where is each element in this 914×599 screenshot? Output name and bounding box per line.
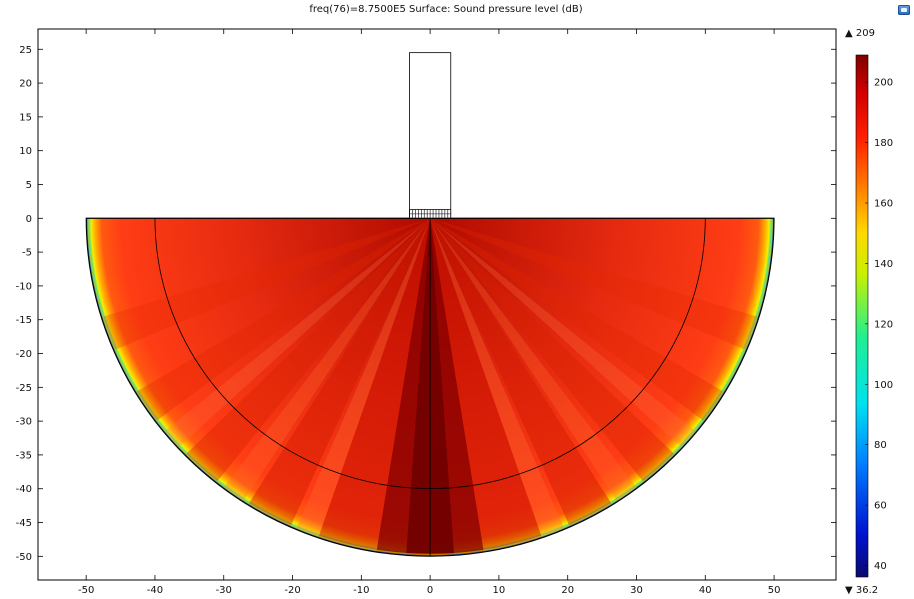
x-tick-label: 0	[427, 585, 433, 596]
x-tick-label: -10	[353, 585, 369, 596]
y-tick-label: 20	[19, 79, 32, 90]
colorbar-tick-label: 160	[874, 199, 893, 210]
y-tick-label: -20	[16, 349, 32, 360]
beam-lobe-3	[430, 218, 554, 557]
beam-lobe-18	[136, 218, 431, 471]
beam-lobe-8	[160, 218, 431, 510]
x-tick-label: 10	[493, 585, 506, 596]
y-tick-label: 10	[19, 146, 32, 157]
x-tick-label: 30	[630, 585, 643, 596]
geometry-outlines	[85, 52, 775, 557]
beam-lobe-5	[430, 218, 631, 557]
x-tick-label: 20	[561, 585, 574, 596]
colorbar: 40 60 80 100 120 140 160 180 200 ▲ 209 ▼ 36.2	[845, 28, 893, 596]
x-axis: -50 -40 -30 -20 -10 0 10 20 30 40 50	[78, 29, 780, 596]
y-tick-label: -35	[16, 450, 32, 461]
beam-lobe-11	[430, 218, 775, 364]
beam-lobe-9	[430, 218, 755, 443]
beam-lobe-4	[306, 218, 431, 557]
y-tick-label: 0	[26, 214, 32, 225]
beam-lobe-14	[282, 218, 431, 557]
y-tick-label: 15	[19, 112, 32, 123]
y-tick-label: -30	[16, 417, 32, 428]
colorbar-tick-label: 140	[874, 259, 893, 270]
chart-title: freq(76)=8.7500E5 Surface: Sound pressur…	[309, 4, 582, 15]
y-tick-label: -25	[16, 383, 32, 394]
colorbar-gradient	[855, 54, 869, 578]
colorbar-tick-label: 120	[874, 319, 893, 330]
window-icon[interactable]	[898, 5, 910, 15]
x-tick-label: 40	[699, 585, 712, 596]
y-tick-label: -15	[16, 315, 32, 326]
y-tick-label: 5	[26, 180, 32, 191]
x-tick-label: -40	[147, 585, 163, 596]
y-tick-label: -45	[16, 518, 32, 529]
colorbar-tick-label: 40	[874, 561, 887, 572]
beam-lobe-15	[430, 218, 658, 531]
x-tick-label: -50	[78, 585, 94, 596]
colorbar-tick-label: 100	[874, 380, 893, 391]
colorbar-tick-label: 200	[874, 78, 893, 89]
y-tick-label: -5	[22, 248, 32, 259]
beam-lobe-6	[229, 218, 431, 557]
beam-lobe-13	[430, 218, 578, 557]
y-tick-label: -10	[16, 281, 32, 292]
axes-frame	[37, 28, 837, 581]
beam-lobe-10	[105, 218, 431, 443]
beam-lobe-17	[430, 218, 724, 471]
colorbar-max-label: ▲ 209	[845, 28, 875, 39]
colorbar-tick-label: 180	[874, 138, 893, 149]
y-tick-label: 25	[19, 45, 32, 56]
colorbar-min-label: ▼ 36.2	[845, 585, 878, 596]
x-tick-label: -20	[284, 585, 300, 596]
y-tick-label: -40	[16, 484, 32, 495]
beam-lobe-12	[86, 218, 431, 364]
colorbar-tick-label: 60	[874, 501, 887, 512]
x-tick-label: 50	[768, 585, 781, 596]
transducer-body	[409, 52, 452, 219]
beam-lobe-16	[202, 218, 431, 531]
colorbar-ticks: 40 60 80 100 120 140 160 180 200	[865, 78, 893, 572]
y-tick-label: -50	[16, 552, 32, 563]
colorbar-tick-label: 80	[874, 440, 887, 451]
beam-lobe-7	[430, 218, 700, 510]
x-tick-label: -30	[216, 585, 232, 596]
y-axis: 25 20 15 10 5 0 -5 -10 -15 -20 -25 -30 -35 -40 -45 -50	[16, 45, 836, 563]
